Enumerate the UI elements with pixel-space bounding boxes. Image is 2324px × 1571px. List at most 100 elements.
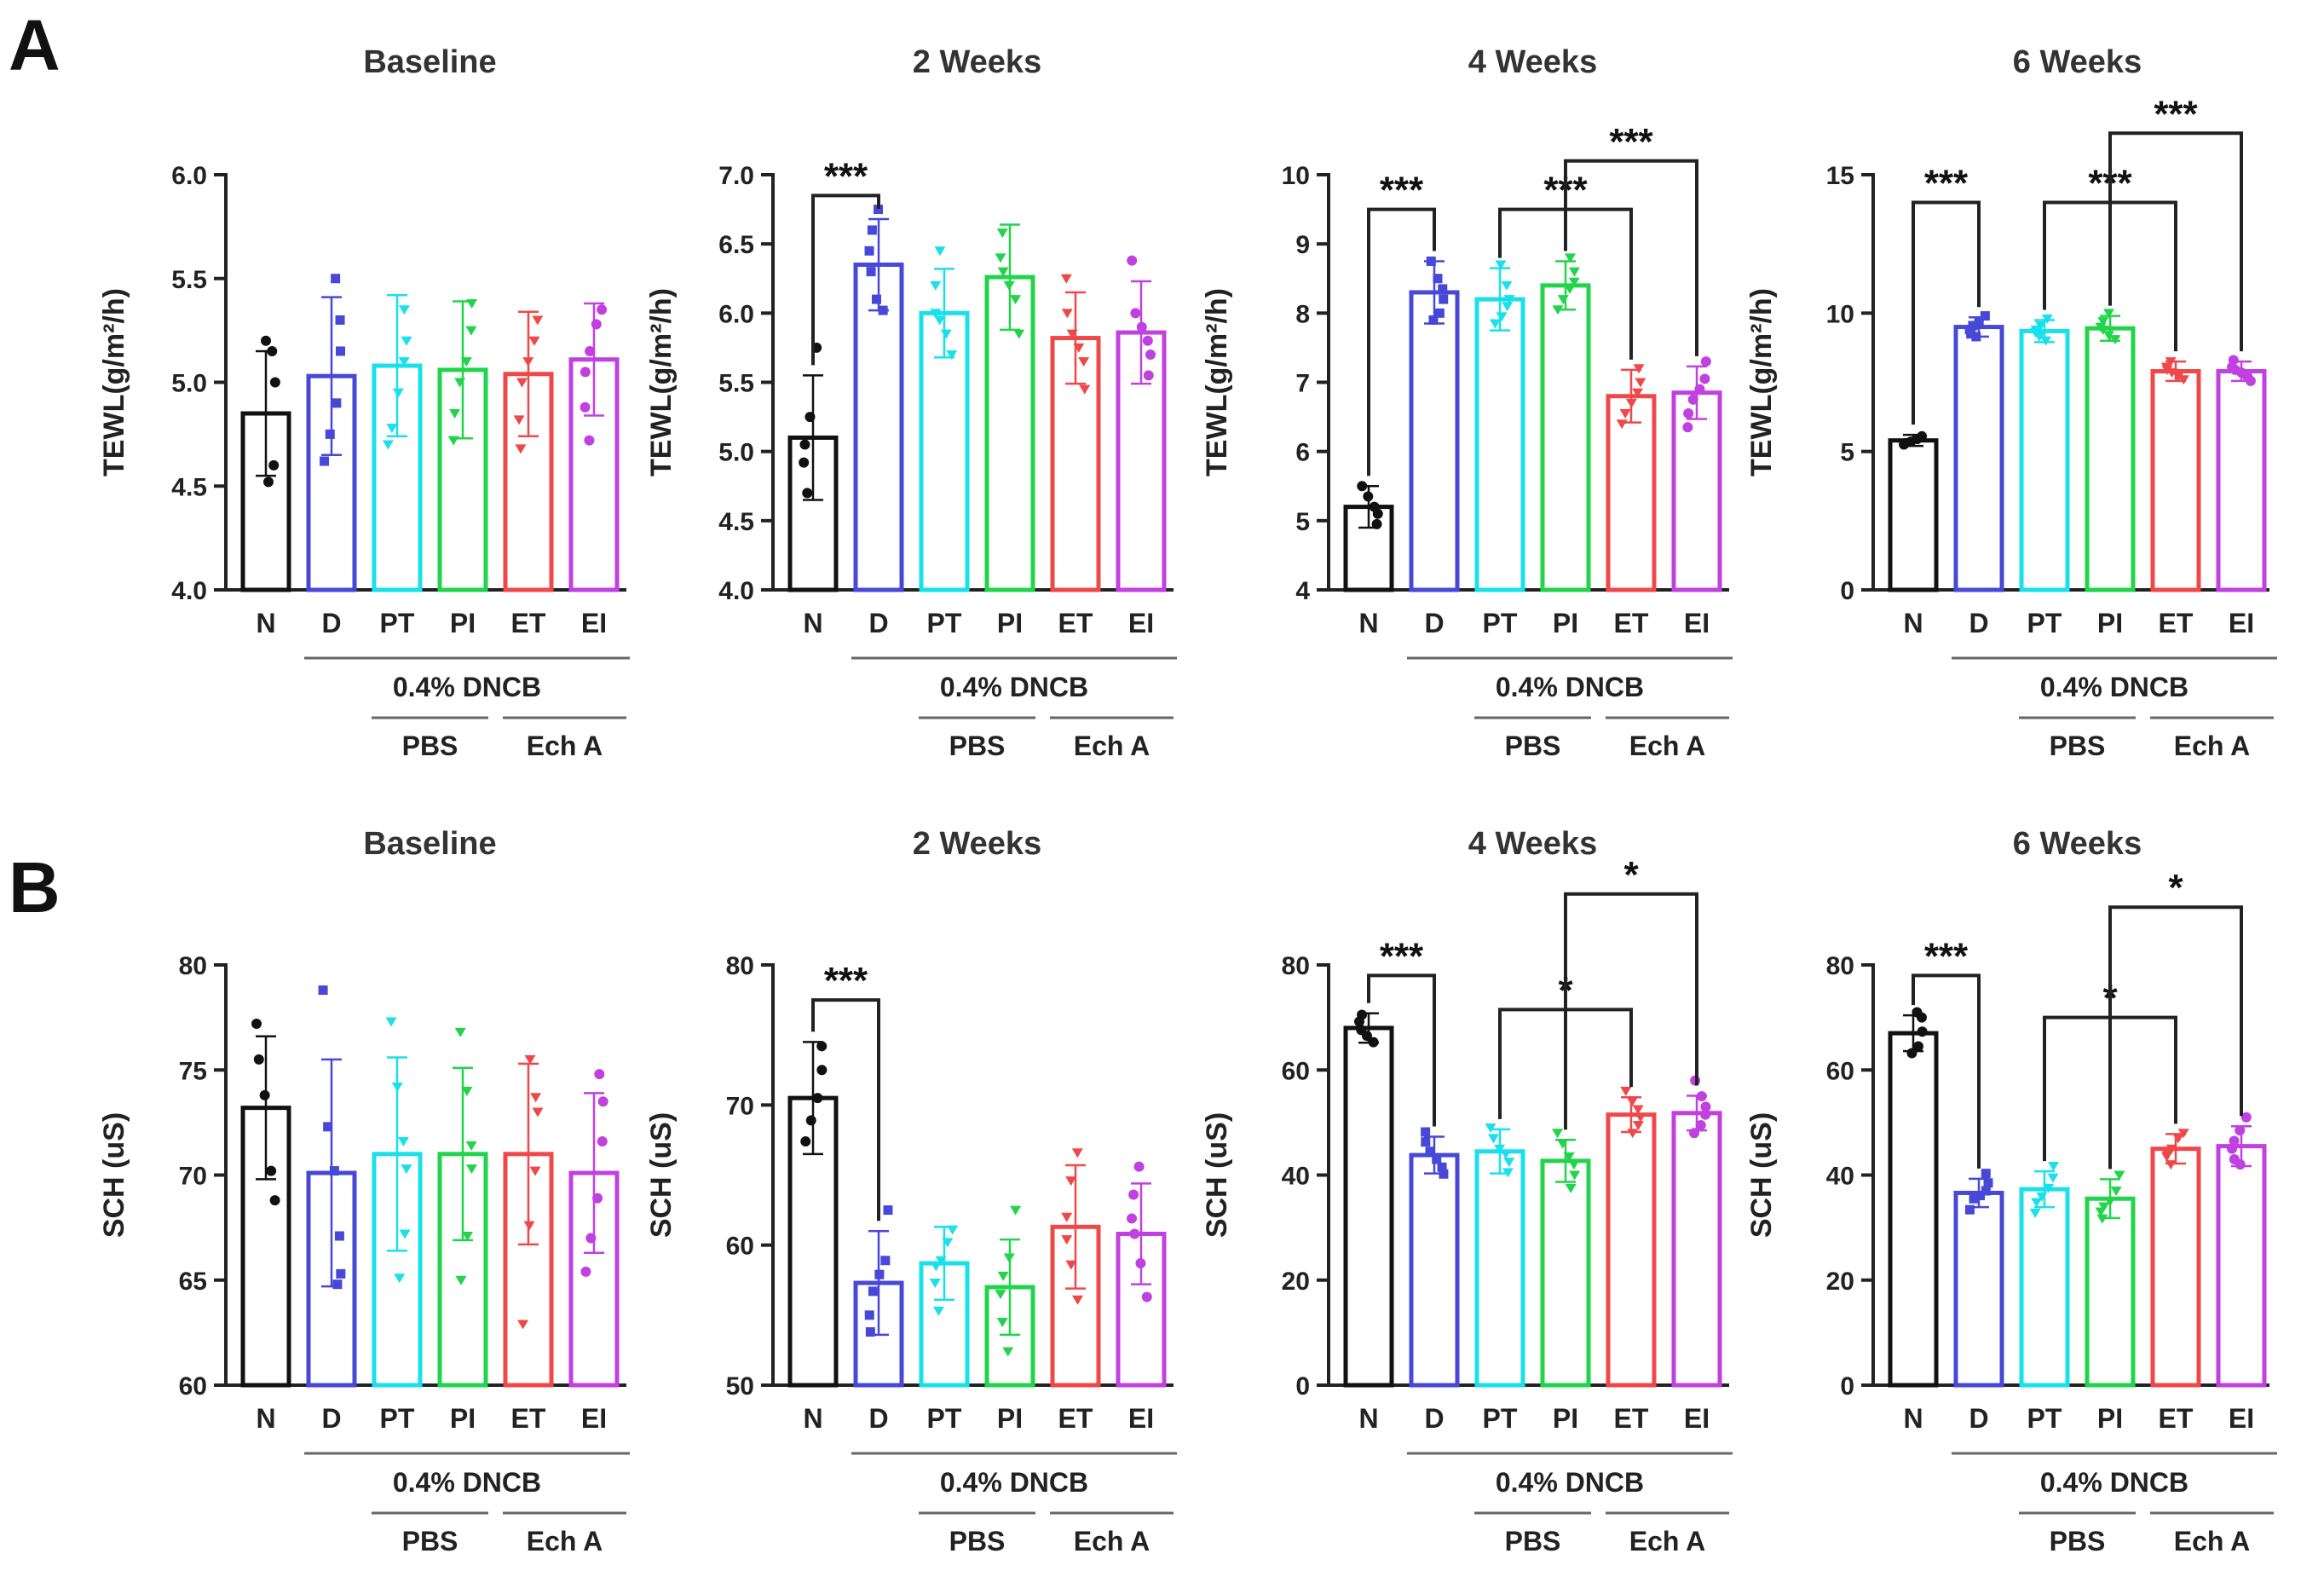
data-point: [1432, 1154, 1442, 1164]
data-point: [1964, 1204, 1975, 1215]
x-tick-label: PI: [2097, 1403, 2123, 1434]
data-point: [580, 1266, 591, 1277]
data-point: [1002, 1347, 1014, 1357]
significance-bracket: [2108, 131, 2243, 352]
data-point: [940, 329, 952, 339]
data-point: [1563, 1152, 1575, 1162]
y-tick-label: 0: [1295, 1372, 1310, 1401]
data-point: [460, 357, 472, 367]
data-point: [2235, 1159, 2246, 1170]
data-point: [997, 267, 1009, 277]
x-tick-label: PI: [997, 1403, 1023, 1434]
data-point: [325, 429, 335, 439]
data-point: [1060, 274, 1072, 284]
data-point: [335, 315, 345, 325]
y-axis-label: TEWL(g/m²/h): [1745, 288, 1778, 476]
data-point: [455, 1275, 467, 1285]
data-point: [1694, 384, 1705, 395]
significance-bracket: [1912, 973, 1981, 1169]
data-point: [465, 1141, 477, 1151]
data-point: [513, 415, 525, 425]
data-point: [1564, 284, 1576, 294]
x-tick-label: N: [256, 1403, 275, 1434]
data-point: [930, 1262, 942, 1272]
significance-label: *: [2168, 867, 2183, 909]
y-tick-label: 60: [726, 1233, 754, 1261]
data-point: [2029, 1208, 2041, 1218]
data-point: [382, 440, 394, 450]
bar-pt: [1474, 297, 1525, 592]
bar-n: [1888, 438, 1939, 592]
data-point: [2095, 1207, 2107, 1217]
y-tick-label: 4.5: [718, 508, 754, 536]
bar-pi: [1540, 1158, 1591, 1388]
chart-a-4: 6 Weeks 0 5 10 15 TEWL(g/m²/h) N D PT PI ET EI 0.4% …: [1745, 44, 2277, 761]
ech-group-label: Ech A: [1629, 1526, 1706, 1557]
data-point: [1974, 316, 1984, 326]
data-point: [799, 457, 810, 468]
data-point: [1700, 356, 1711, 367]
data-point: [1700, 1101, 1711, 1112]
significance-label: ***: [1924, 162, 1969, 204]
bar-d: [1953, 325, 2004, 592]
data-point: [996, 228, 1008, 239]
dncb-group-label: 0.4% DNCB: [393, 672, 541, 702]
data-point: [2165, 368, 2177, 378]
data-point: [946, 350, 958, 361]
data-point: [883, 1205, 893, 1216]
pbs-group-label: PBS: [402, 1526, 458, 1557]
y-axis-label: SCH (uS): [1745, 1112, 1778, 1238]
y-tick-label: 5.5: [718, 370, 754, 398]
significance-label: ***: [1609, 121, 1653, 163]
data-point: [530, 1093, 542, 1103]
ech-group-label: Ech A: [527, 1526, 603, 1557]
data-point: [454, 378, 466, 388]
data-point: [1439, 294, 1449, 304]
data-point: [1501, 280, 1513, 291]
y-tick-label: 80: [726, 952, 754, 980]
data-point: [334, 1231, 344, 1241]
data-point: [1700, 1109, 1711, 1120]
data-point: [2177, 375, 2189, 385]
data-point: [1487, 1134, 1499, 1144]
data-point: [1980, 311, 1990, 321]
chart-title: 4 Weeks: [1468, 44, 1597, 80]
data-point: [2245, 375, 2256, 386]
data-point: [1625, 398, 1637, 408]
data-point: [1627, 1129, 1639, 1139]
data-point: [874, 205, 884, 215]
data-point: [1013, 329, 1025, 339]
y-tick-label: 8: [1295, 300, 1310, 328]
data-point: [2229, 1135, 2240, 1146]
y-tick-label: 4: [1295, 577, 1310, 605]
data-point: [398, 357, 410, 367]
dncb-group-label: 0.4% DNCB: [393, 1467, 541, 1498]
data-point: [934, 315, 946, 326]
data-point: [1496, 312, 1508, 322]
data-point: [585, 1233, 597, 1244]
chart-title: Baseline: [363, 826, 496, 862]
data-point: [1699, 373, 1710, 384]
data-point: [1003, 1253, 1015, 1263]
y-tick-label: 5: [1295, 508, 1310, 536]
data-point: [871, 294, 881, 304]
data-point: [261, 335, 271, 346]
bar-pt: [1474, 1149, 1525, 1388]
x-tick-label: EI: [2229, 1403, 2254, 1434]
data-point: [934, 246, 946, 257]
data-point: [997, 1271, 1009, 1281]
significance-bracket: [1564, 159, 1698, 356]
ech-group-label: Ech A: [2174, 1526, 2251, 1557]
data-point: [584, 435, 595, 446]
bar-n: [1343, 1025, 1394, 1388]
data-point: [1626, 1097, 1638, 1107]
data-point: [1143, 370, 1154, 381]
data-point: [1503, 295, 1515, 305]
data-point: [1135, 1258, 1146, 1269]
x-tick-label: ET: [2159, 608, 2194, 638]
data-point: [1136, 321, 1147, 332]
data-point: [1434, 308, 1445, 318]
data-point: [2104, 1197, 2116, 1207]
data-point: [1975, 1191, 1986, 1201]
significance-bracket: [1564, 892, 1698, 1130]
